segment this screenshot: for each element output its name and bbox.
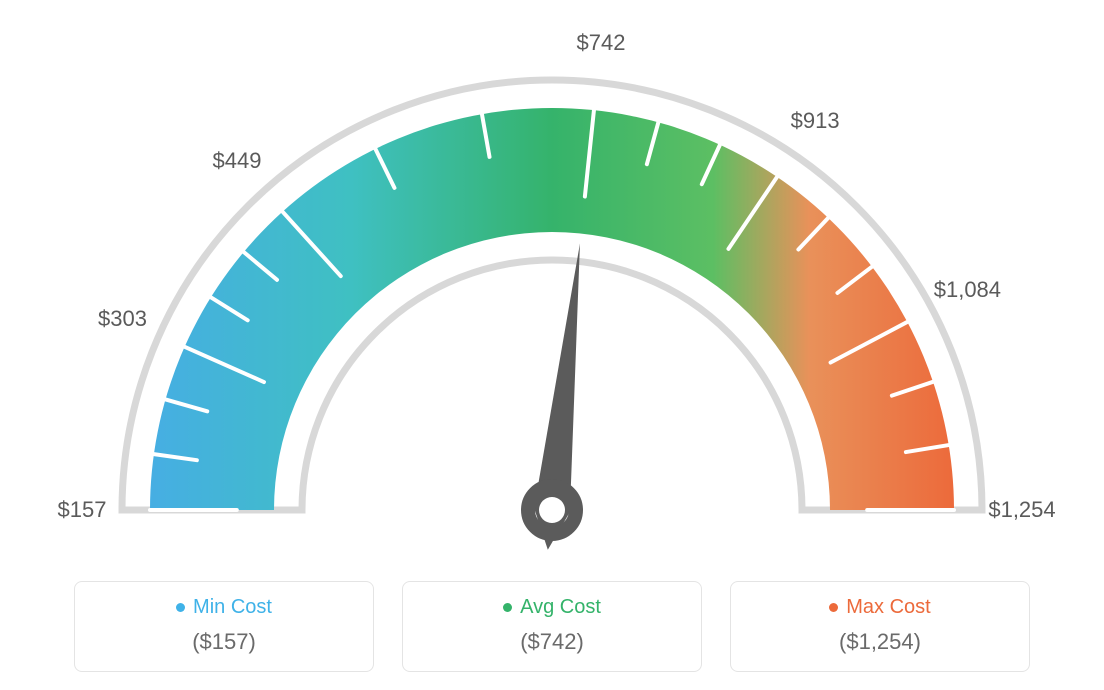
legend-dot-min [176,603,185,612]
legend-label-max: Max Cost [846,596,930,618]
legend-row: Min Cost ($157) Avg Cost ($742) Max Cost… [0,581,1104,672]
legend-dot-avg [503,603,512,612]
legend-card-min: Min Cost ($157) [74,581,374,672]
legend-value-min: ($157) [75,629,373,655]
legend-value-max: ($1,254) [731,629,1029,655]
tick-label: $157 [58,497,107,523]
legend-title-min: Min Cost [75,596,373,619]
tick-label: $1,084 [934,277,1001,303]
cost-gauge-chart: $157 $303 $449 $742 $913 $1,084 $1,254 Min Cos… [0,0,1104,690]
tick-label: $1,254 [988,497,1055,523]
tick-label: $742 [577,30,626,56]
legend-card-avg: Avg Cost ($742) [402,581,702,672]
legend-label-min: Min Cost [193,596,272,618]
legend-title-avg: Avg Cost [403,596,701,619]
tick-label: $449 [212,148,261,174]
gauge-area: $157 $303 $449 $742 $913 $1,084 $1,254 [0,0,1104,560]
legend-label-avg: Avg Cost [520,596,601,618]
tick-label: $913 [791,108,840,134]
legend-dot-max [829,603,838,612]
legend-title-max: Max Cost [731,596,1029,619]
legend-card-max: Max Cost ($1,254) [730,581,1030,672]
tick-label: $303 [98,306,147,332]
legend-value-avg: ($742) [403,629,701,655]
